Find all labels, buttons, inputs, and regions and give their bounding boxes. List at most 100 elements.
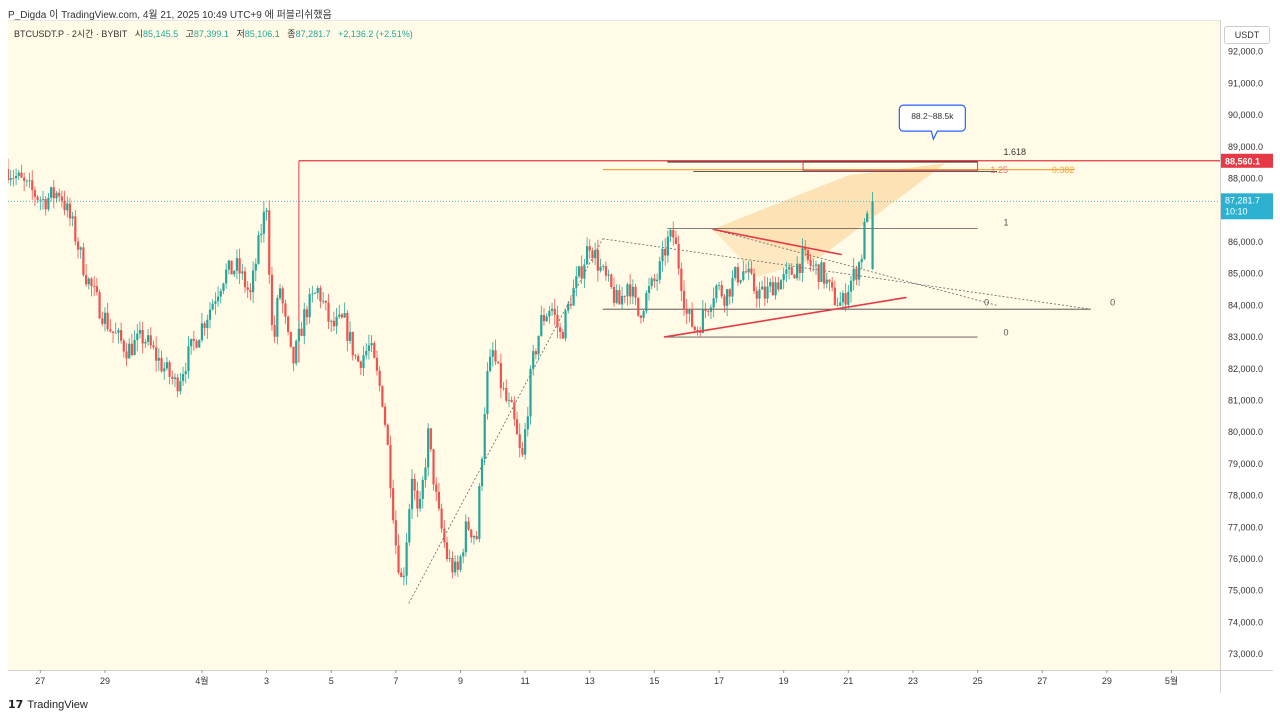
candle-body [817, 264, 820, 282]
candle-body [394, 520, 397, 546]
candle-body [365, 350, 368, 356]
candle-body [184, 371, 187, 375]
y-tick-label: 91,000.0 [1228, 78, 1263, 88]
candle-body [402, 575, 406, 577]
chart-area[interactable] [8, 20, 1220, 671]
candle-body [241, 271, 244, 274]
candle-body [596, 250, 599, 271]
candle-body [693, 326, 696, 331]
candle-body [769, 282, 772, 287]
candle-body [857, 262, 861, 280]
currency-button[interactable]: USDT [1224, 26, 1270, 44]
candle-body [451, 558, 454, 573]
candle-body [66, 203, 69, 211]
candle-body [219, 290, 222, 297]
open-value: 85,145.5 [143, 29, 179, 39]
candle-body [249, 290, 252, 293]
candle-body [653, 278, 656, 282]
candle-body [216, 296, 220, 302]
target-zone [712, 163, 946, 258]
candle-body [31, 180, 34, 191]
candle-body [480, 458, 484, 487]
candle-body [176, 377, 179, 392]
candle-body [701, 309, 704, 333]
candle-body [405, 542, 408, 576]
x-tick-label: 5월 [1165, 675, 1178, 686]
candle-body [313, 292, 317, 294]
candle-body [688, 310, 691, 314]
candle-body [623, 295, 626, 297]
candle-body [629, 284, 632, 297]
candle-body [160, 357, 163, 372]
candle-body [375, 357, 379, 371]
candle-body [707, 311, 710, 312]
candle-body [235, 258, 239, 271]
candle-body [311, 293, 314, 295]
candle-body [257, 235, 260, 264]
low-label: 저 [236, 29, 245, 39]
candle-body [494, 350, 497, 362]
symbol-legend: BTCUSDT.P · 2시간 · BYBIT 시85,145.5 고87,39… [14, 27, 413, 40]
candle-body [392, 488, 395, 521]
candle-body [357, 355, 360, 362]
candle-body [720, 285, 723, 297]
candle-body [661, 248, 664, 262]
candle-body [421, 479, 424, 499]
high-value: 87,399.1 [193, 29, 229, 39]
candle-body [855, 268, 858, 280]
y-tick-label: 80,000.0 [1228, 427, 1263, 437]
candle-body [111, 331, 115, 333]
candle-body [332, 320, 335, 327]
candle-body [672, 230, 675, 238]
candle-body [203, 323, 206, 328]
candle-body [362, 355, 365, 368]
candle-body [386, 424, 389, 445]
time-axis[interactable] [8, 670, 1220, 693]
candle-body [736, 267, 739, 283]
candle-body [74, 216, 77, 242]
candle-body [225, 269, 228, 284]
candle-body [774, 282, 777, 296]
candle-body [351, 331, 354, 356]
candle-body [847, 291, 850, 305]
candle-body [604, 266, 608, 276]
candle-body [335, 316, 338, 327]
candle-body [844, 293, 847, 305]
candle-body [308, 294, 311, 318]
candle-body [165, 362, 169, 369]
candle-body [181, 374, 185, 382]
candle-body [575, 276, 578, 288]
y-tick-label: 74,000.0 [1228, 617, 1263, 627]
candle-body [825, 279, 828, 284]
high-label: 고 [185, 29, 194, 39]
candle-body [208, 309, 212, 320]
trend-dotted-3 [712, 228, 998, 306]
candle-body [432, 449, 435, 485]
x-tick-label: 21 [843, 676, 853, 686]
candle-body [486, 371, 489, 415]
x-tick-label: 13 [585, 676, 595, 686]
candle-body [20, 172, 23, 178]
candle-body [647, 286, 651, 293]
candle-body [149, 335, 152, 346]
resistance-price-label: 88,560.1 [1225, 156, 1260, 166]
fib-label-125: 1.25 [991, 165, 1009, 175]
candle-body [44, 199, 47, 210]
candle-body [125, 351, 128, 359]
publish-header: P_Digda 이 TradingView.com, 4월 21, 2025 1… [8, 10, 332, 21]
candle-body [76, 241, 80, 250]
candle-body [726, 289, 729, 306]
price-axis[interactable] [1220, 20, 1273, 670]
candle-body [631, 286, 634, 297]
y-tick-label: 75,000.0 [1228, 586, 1263, 596]
candle-body [602, 266, 605, 267]
symbol-label: BTCUSDT.P · 2시간 · BYBIT [14, 29, 128, 39]
candle-body [860, 258, 863, 263]
candle-body [723, 296, 726, 306]
candle-body [33, 190, 37, 197]
candle-body [524, 429, 527, 455]
candle-body [448, 558, 451, 559]
candle-body [429, 428, 432, 450]
candle-body [381, 386, 384, 407]
